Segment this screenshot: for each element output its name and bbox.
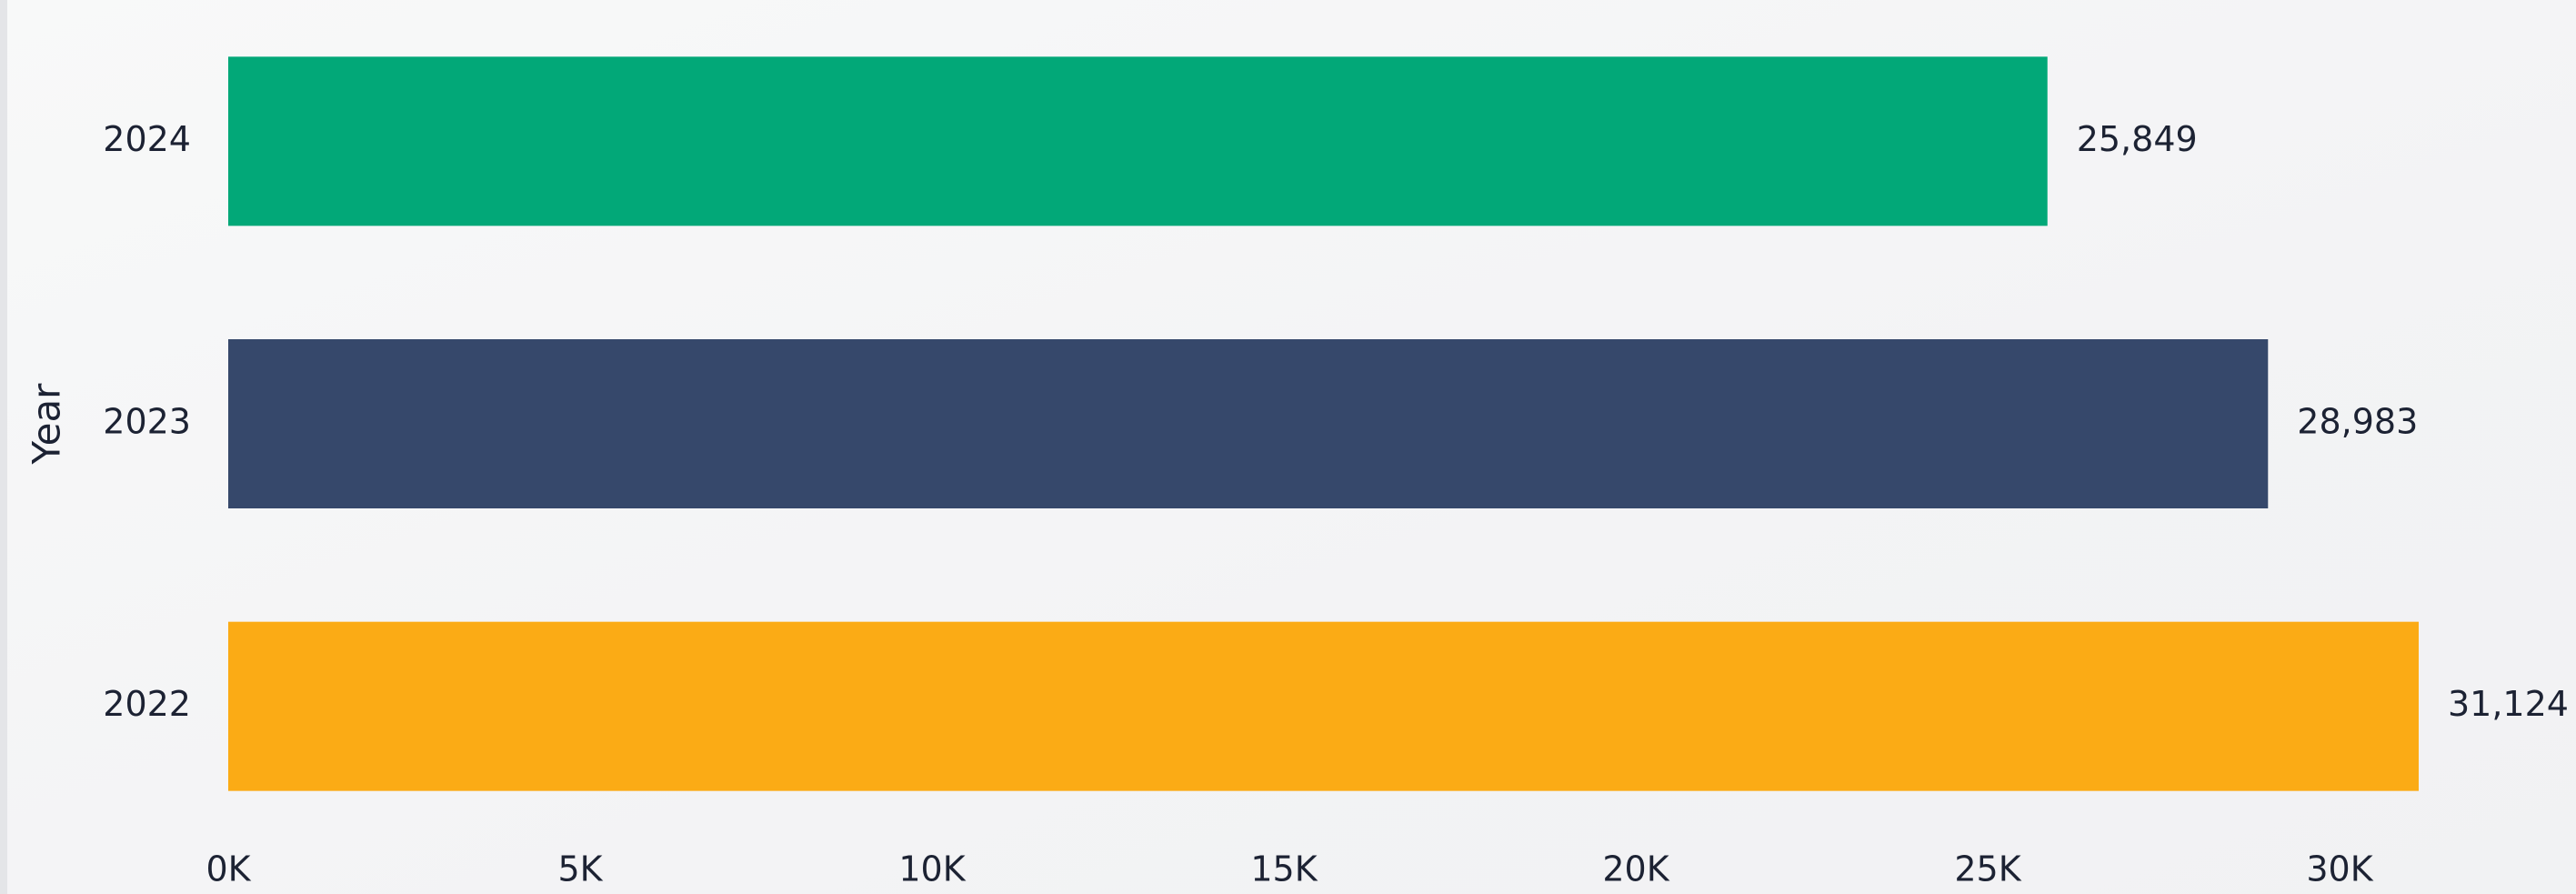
x-tick-label: 0K [205,849,251,889]
x-tick-label: 5K [557,849,603,889]
x-tick-label: 25K [1954,849,2021,889]
x-tick-label: 20K [1602,849,1669,889]
value-label: 25,849 [2077,119,2198,159]
x-tick-label: 30K [2306,849,2373,889]
value-label: 28,983 [2297,402,2418,442]
bar [228,339,2269,508]
y-tick-label: 2024 [103,119,191,159]
left-edge [0,0,7,894]
bar [228,56,2048,226]
x-tick-label: 15K [1250,849,1318,889]
y-axis-label: Year [25,383,69,466]
bar [228,621,2419,791]
y-tick-label: 2022 [103,684,191,724]
y-tick-label: 2023 [103,402,191,442]
value-label: 31,124 [2448,684,2569,724]
x-tick-label: 10K [898,849,966,889]
